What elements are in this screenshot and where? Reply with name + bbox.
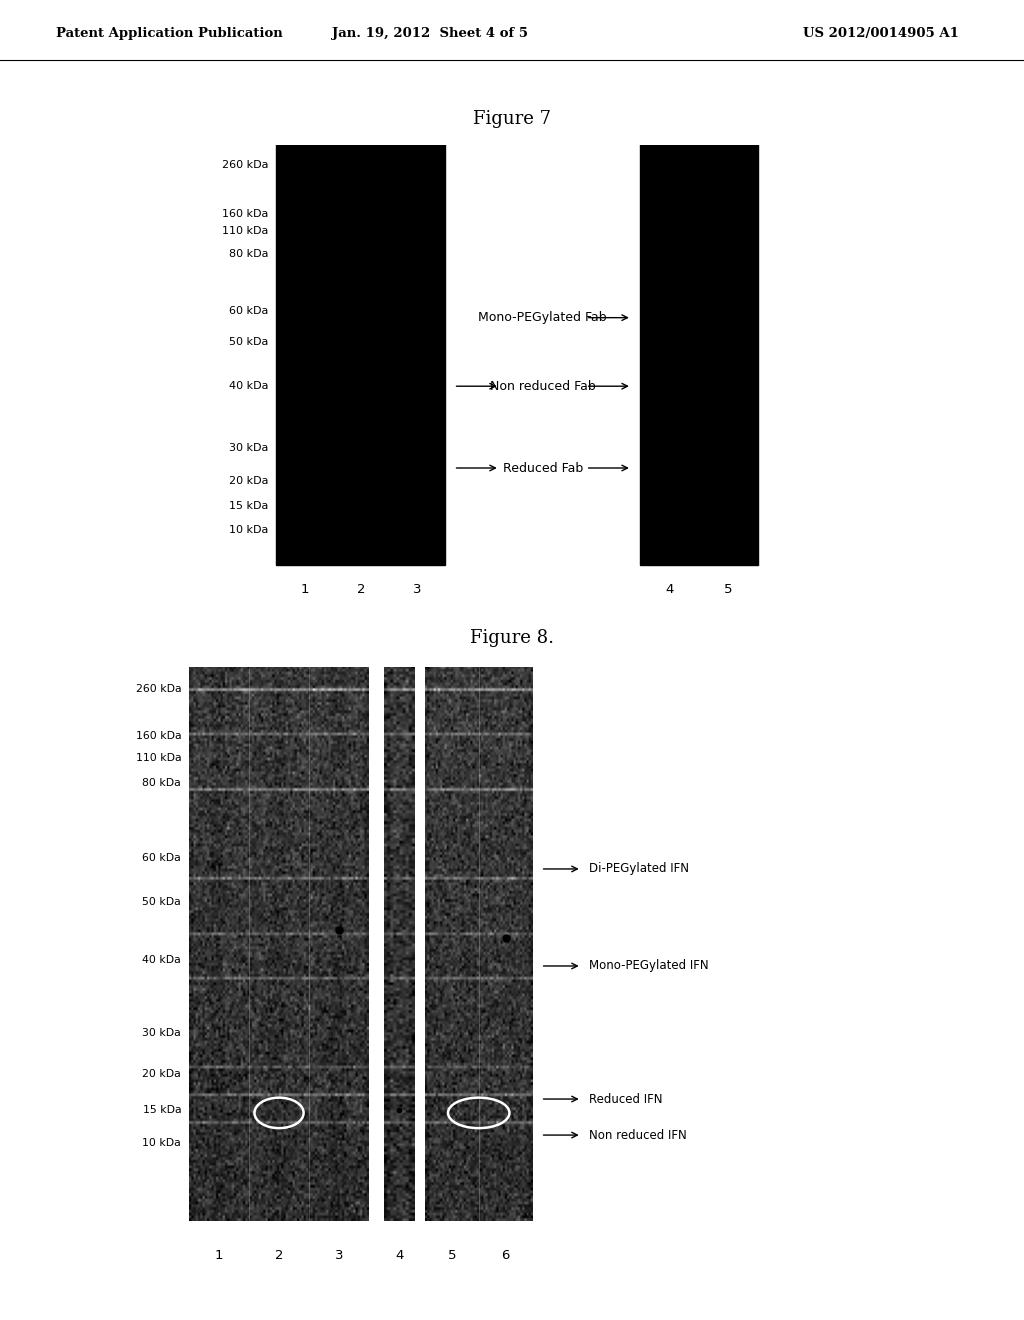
Text: Figure 7: Figure 7: [473, 110, 551, 128]
Text: 10 kDa: 10 kDa: [229, 525, 268, 535]
Text: 3: 3: [413, 583, 422, 595]
Text: 40 kDa: 40 kDa: [228, 381, 268, 391]
Bar: [640, 132, 758, 565]
Text: Di-PEGylated IFN: Di-PEGylated IFN: [589, 862, 689, 875]
Text: 260 kDa: 260 kDa: [135, 684, 181, 694]
Text: 3: 3: [335, 1249, 343, 1262]
Text: Figure 8.: Figure 8.: [470, 630, 554, 647]
Text: 4: 4: [666, 583, 674, 595]
Text: Reduced Fab: Reduced Fab: [503, 462, 583, 474]
Text: 30 kDa: 30 kDa: [229, 444, 268, 453]
Text: Mono-PEGylated IFN: Mono-PEGylated IFN: [589, 960, 709, 973]
Text: Reduced IFN: Reduced IFN: [589, 1093, 663, 1106]
Text: 80 kDa: 80 kDa: [228, 248, 268, 259]
Text: 60 kDa: 60 kDa: [142, 853, 181, 863]
Text: 50 kDa: 50 kDa: [229, 337, 268, 347]
Text: 15 kDa: 15 kDa: [229, 500, 268, 511]
Text: Jan. 19, 2012  Sheet 4 of 5: Jan. 19, 2012 Sheet 4 of 5: [332, 26, 528, 40]
Text: 5: 5: [447, 1249, 456, 1262]
Text: 4: 4: [395, 1249, 403, 1262]
Text: 2: 2: [356, 583, 366, 595]
Text: 30 kDa: 30 kDa: [142, 1027, 181, 1038]
Text: 80 kDa: 80 kDa: [142, 777, 181, 788]
Text: 50 kDa: 50 kDa: [142, 898, 181, 907]
Text: Non reduced Fab: Non reduced Fab: [489, 380, 596, 392]
Text: Patent Application Publication: Patent Application Publication: [56, 26, 283, 40]
Bar: [276, 132, 445, 565]
Text: Mono-PEGylated Fab: Mono-PEGylated Fab: [478, 312, 607, 325]
Text: 10 kDa: 10 kDa: [142, 1138, 181, 1148]
Text: 40 kDa: 40 kDa: [142, 956, 181, 965]
Text: 20 kDa: 20 kDa: [142, 1069, 181, 1078]
Text: 160 kDa: 160 kDa: [135, 731, 181, 741]
Text: 15 kDa: 15 kDa: [142, 1105, 181, 1115]
Text: 160 kDa: 160 kDa: [222, 209, 268, 219]
Text: Non reduced IFN: Non reduced IFN: [589, 1129, 686, 1142]
Text: 2: 2: [274, 1249, 284, 1262]
Text: 5: 5: [724, 583, 732, 595]
Text: 1: 1: [215, 1249, 223, 1262]
Text: 1: 1: [300, 583, 309, 595]
Text: 110 kDa: 110 kDa: [222, 227, 268, 236]
Text: 20 kDa: 20 kDa: [228, 477, 268, 486]
Text: 60 kDa: 60 kDa: [229, 306, 268, 315]
Text: 6: 6: [502, 1249, 510, 1262]
Text: US 2012/0014905 A1: US 2012/0014905 A1: [803, 26, 958, 40]
Text: 110 kDa: 110 kDa: [135, 754, 181, 763]
Text: 260 kDa: 260 kDa: [222, 160, 268, 170]
